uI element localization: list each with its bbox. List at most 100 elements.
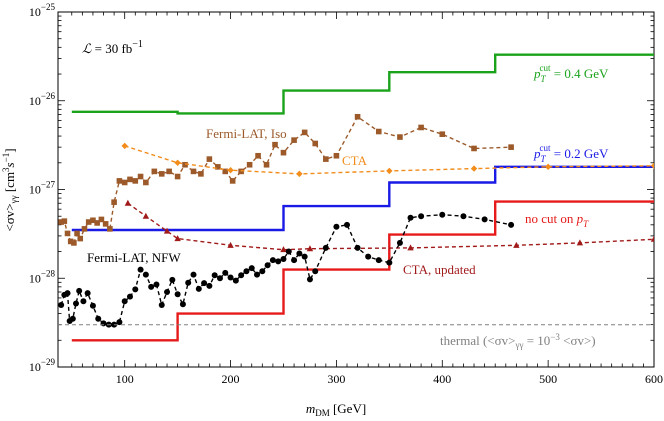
data-point-6-39 <box>248 265 255 272</box>
data-point-6-36 <box>232 277 239 284</box>
data-point-5-7 <box>407 244 414 251</box>
x-tick-label: 100 <box>116 372 134 386</box>
series-line-5 <box>127 202 654 251</box>
data-point-6-30 <box>201 280 208 287</box>
data-point-4-4 <box>386 167 393 175</box>
data-point-6-62 <box>439 211 446 218</box>
data-point-3-31 <box>229 178 236 184</box>
data-point-4-7 <box>650 162 654 169</box>
data-point-3-27 <box>198 171 204 177</box>
data-point-6-28 <box>190 271 197 278</box>
data-point-6-58 <box>386 259 393 266</box>
data-point-3-18 <box>132 178 139 184</box>
data-point-6-5 <box>72 300 79 307</box>
data-point-6-48 <box>296 250 303 257</box>
data-point-4-2 <box>227 166 234 174</box>
series-layer <box>58 53 654 342</box>
data-point-6-27 <box>185 279 192 286</box>
data-point-6-54 <box>344 221 351 228</box>
data-point-6-55 <box>354 244 361 251</box>
series-line-1 <box>71 165 654 232</box>
data-point-3-29 <box>215 164 221 170</box>
data-point-6-31 <box>206 282 213 289</box>
data-point-5-3 <box>174 235 181 242</box>
series-line-2 <box>71 200 654 342</box>
data-point-6-64 <box>481 216 488 223</box>
data-point-5-4 <box>227 241 234 248</box>
data-point-6-59 <box>396 239 403 246</box>
data-point-3-7 <box>81 226 88 232</box>
data-point-3-22 <box>158 171 165 177</box>
data-point-6-63 <box>460 213 467 220</box>
data-point-3-4 <box>71 240 77 246</box>
data-point-6-35 <box>227 274 234 281</box>
data-point-3-13 <box>107 226 113 232</box>
data-point-3-6 <box>77 235 84 242</box>
data-point-4-3 <box>296 170 303 178</box>
data-point-6-24 <box>169 276 176 283</box>
data-point-4-0 <box>121 142 128 150</box>
data-point-3-36 <box>272 141 278 148</box>
data-point-6-65 <box>508 221 515 228</box>
data-point-6-7 <box>80 298 87 305</box>
data-point-6-38 <box>243 268 250 275</box>
data-point-6-46 <box>285 248 292 255</box>
series-line-0 <box>71 53 654 115</box>
data-point-6-50 <box>306 276 313 283</box>
data-point-3-16 <box>121 179 128 186</box>
y-tick-label: 10−28 <box>29 268 56 285</box>
data-point-5-10 <box>650 235 654 242</box>
data-point-3-33 <box>246 161 253 168</box>
data-point-3-17 <box>127 176 133 183</box>
data-point-6-20 <box>148 283 155 290</box>
data-point-6-49 <box>301 253 308 260</box>
data-point-6-34 <box>222 269 229 276</box>
data-point-4-5 <box>470 165 478 172</box>
data-point-3-0 <box>58 219 64 225</box>
data-point-3-35 <box>263 161 270 168</box>
x-tick-label: 200 <box>222 372 240 386</box>
data-point-6-57 <box>375 257 382 264</box>
data-point-3-42 <box>333 152 340 159</box>
data-point-6-21 <box>153 281 160 288</box>
data-point-3-34 <box>255 152 261 159</box>
label-pt-cut-02: pTcut = 0.2 GeV <box>533 143 609 164</box>
x-tick-label: 300 <box>327 372 345 386</box>
data-point-6-40 <box>254 271 261 278</box>
x-tick-label: 600 <box>645 372 663 386</box>
data-point-3-10 <box>94 220 100 226</box>
data-point-5-0 <box>124 199 132 206</box>
data-point-3-8 <box>85 219 92 225</box>
data-point-3-12 <box>102 221 109 227</box>
luminosity-label: ℒ = 30 fb−1 <box>82 39 143 56</box>
data-point-6-41 <box>259 268 266 275</box>
data-point-3-49 <box>508 144 514 150</box>
data-point-6-4 <box>69 315 76 322</box>
data-point-6-10 <box>95 315 102 322</box>
data-point-6-0 <box>58 301 65 308</box>
label-fermi-nfw: Fermi-LAT, NFW <box>87 250 181 265</box>
data-point-6-14 <box>116 319 123 326</box>
data-point-3-48 <box>471 145 477 152</box>
data-point-3-46 <box>418 124 424 131</box>
data-point-6-6 <box>76 287 83 294</box>
data-point-6-19 <box>142 271 149 278</box>
data-point-3-9 <box>90 217 96 224</box>
data-point-6-25 <box>174 291 181 298</box>
data-point-3-3 <box>67 238 74 245</box>
data-point-6-2 <box>64 290 71 297</box>
data-point-6-60 <box>407 214 414 221</box>
data-point-3-37 <box>280 149 287 156</box>
data-point-5-5 <box>280 246 287 253</box>
data-point-3-5 <box>74 230 80 237</box>
data-point-3-39 <box>301 129 308 136</box>
data-point-3-15 <box>116 178 123 184</box>
data-point-6-17 <box>132 286 139 293</box>
series-line-4 <box>124 145 654 175</box>
data-point-6-51 <box>312 268 319 275</box>
y-tick-label: 10−27 <box>29 180 56 197</box>
data-point-6-33 <box>216 275 223 282</box>
data-point-6-23 <box>164 288 171 295</box>
y-axis-label: <σv>γγ [cm3s−1] <box>1 148 19 231</box>
